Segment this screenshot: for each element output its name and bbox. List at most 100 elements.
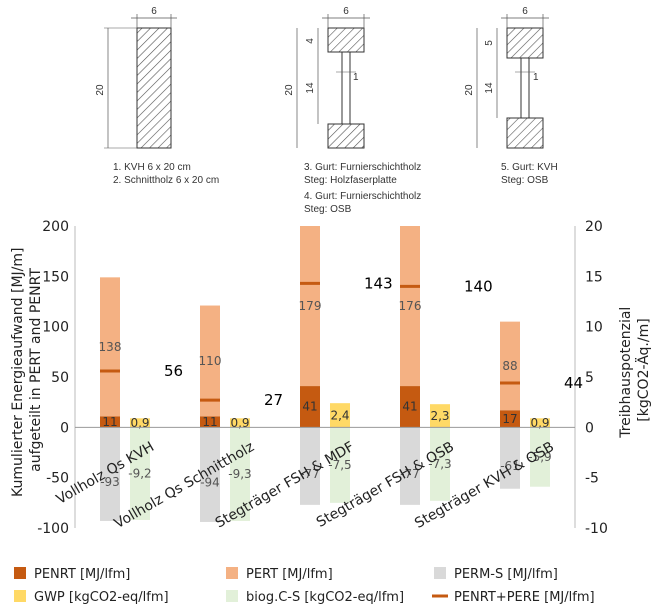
height-label: 20	[95, 84, 106, 96]
height-label: 20	[284, 84, 295, 96]
web-thickness-label: 1	[533, 72, 539, 83]
caption-line: 1. KVH 6 x 20 cm	[113, 162, 191, 173]
data-label-gwp: 0,9	[230, 416, 249, 430]
y2-tick-label: 5	[585, 370, 594, 386]
data-label-biog-c-s: -9,2	[128, 467, 151, 481]
y2-tick-label: -10	[585, 521, 608, 537]
bar-biog-c-s	[430, 427, 450, 501]
data-label-penrt: 11	[102, 415, 117, 429]
legend-label: PENRT+PERE [MJ/lfm]	[454, 590, 595, 605]
data-label-gwp: 2,3	[430, 409, 449, 423]
legend-label: biog.C-S [kgCO2-eq/lfm]	[246, 590, 404, 605]
diagram-solid-beam: 6 20 1. KVH 6 x 20 cm 2. Schnittholz 6 x…	[95, 6, 219, 186]
web-label: 14	[305, 82, 316, 94]
bar-gwp	[130, 418, 150, 428]
bar-gwp	[430, 404, 450, 428]
legend-label: PERT [MJ/lfm]	[246, 567, 333, 582]
bar-pert	[100, 277, 120, 417]
data-label-perm-s: -93	[100, 475, 120, 489]
width-label: 6	[151, 6, 157, 17]
data-label-perm-s: -94	[200, 476, 220, 490]
y2-tick-label: 0	[585, 420, 594, 436]
legend-swatch-gwp	[14, 590, 26, 602]
bar-penrt	[500, 410, 520, 428]
data-label-pert: 176	[399, 299, 422, 313]
caption-line: Steg: OSB	[304, 204, 352, 215]
data-label-perm-s: -77	[300, 467, 320, 481]
data-label-biog-c-s: -9,3	[228, 467, 251, 481]
data-label-sum: 140	[464, 277, 493, 295]
y-tick-label: 100	[42, 320, 69, 336]
caption-line: Steg: OSB	[501, 175, 549, 186]
data-label-penrt: 41	[402, 400, 417, 414]
data-label-sum: 44	[564, 374, 583, 392]
y-tick-label: 50	[51, 370, 69, 386]
legend: PENRT [MJ/lfm] PERT [MJ/lfm] PERM-S [MJ/…	[14, 567, 595, 605]
y2-tick-label: 20	[585, 219, 603, 235]
flange-label: 5	[484, 40, 495, 46]
bar-perm-s	[500, 427, 520, 489]
diagram-i-joist-lvl: 6 20 4 14 1 3. Gurt: Furnierschichtholz …	[284, 6, 421, 215]
bar-biog-c-s	[130, 427, 150, 520]
data-label-penrt: 41	[302, 400, 317, 414]
data-label-sum: 27	[264, 391, 283, 409]
data-label-pert: 110	[199, 354, 222, 368]
bar-biog-c-s	[230, 427, 250, 521]
y2-tick-label: 10	[585, 320, 603, 336]
bottom-flange	[506, 117, 544, 149]
y-tick-label: -100	[37, 521, 69, 537]
bar-pert	[200, 305, 220, 417]
y-axis-title: Kumulierter Energieaufwand [MJ/m] aufget…	[10, 243, 44, 497]
top-flange	[327, 27, 365, 53]
bottom-flange	[327, 123, 365, 149]
bar-perm-s	[100, 427, 120, 521]
bar-biog-c-s	[330, 427, 350, 503]
bar-pert	[400, 226, 420, 387]
bar-gwp	[330, 403, 350, 428]
bar-gwp	[230, 418, 250, 428]
legend-label: GWP [kgCO2-eq/lfm]	[34, 590, 169, 605]
bar-penrt	[100, 416, 120, 428]
bar-penrt	[300, 386, 320, 428]
caption-line: 2. Schnittholz 6 x 20 cm	[113, 175, 219, 186]
data-label-sum: 56	[164, 362, 183, 380]
diagram-i-joist-kvh: 6 20 5 14 1 5. Gurt: KVH Steg: OSB	[464, 6, 558, 186]
legend-swatch-pert	[226, 567, 238, 579]
data-label-perm-s: -77	[400, 467, 420, 481]
bar-pert	[300, 226, 320, 387]
data-label-gwp: 2,4	[330, 408, 349, 422]
legend-swatch-penrt	[14, 567, 26, 579]
web	[520, 57, 530, 119]
data-label-perm-s: -61	[500, 459, 520, 473]
caption-line: 4. Gurt: Furnierschichtholz	[304, 191, 421, 202]
top-flange	[506, 27, 544, 59]
data-label-penrt: 11	[202, 415, 217, 429]
caption-line: 3. Gurt: Furnierschichtholz	[304, 162, 421, 173]
cross-section-diagrams: 6 20 1. KVH 6 x 20 cm 2. Schnittholz 6 x…	[95, 6, 558, 215]
bar-perm-s	[200, 427, 220, 522]
data-label-pert: 138	[99, 340, 122, 354]
legend-label: PENRT [MJ/lfm]	[34, 567, 130, 582]
bar-perm-s	[300, 427, 320, 505]
data-label-sum: 143	[364, 274, 393, 292]
width-label: 6	[343, 6, 349, 17]
legend-label: PERM-S [MJ/lfm]	[454, 567, 558, 582]
data-label-pert: 88	[502, 359, 517, 373]
web-label: 14	[484, 82, 495, 94]
bar-pert	[500, 321, 520, 411]
data-label-penrt: 17	[502, 412, 517, 426]
caption-line: 5. Gurt: KVH	[501, 162, 558, 173]
data-label-gwp: 0,9	[530, 416, 549, 430]
caption-line: Steg: Holzfaserplatte	[304, 175, 397, 186]
web	[341, 51, 351, 125]
solid-beam-section	[136, 27, 172, 149]
data-label-biog-c-s: -5,9	[528, 450, 551, 464]
y-tick-label: -50	[46, 471, 69, 487]
width-label: 6	[522, 6, 528, 17]
bar-biog-c-s	[530, 427, 550, 487]
y-tick-label: 0	[60, 420, 69, 436]
bar-perm-s	[400, 427, 420, 505]
web-thickness-label: 1	[353, 72, 359, 83]
legend-swatch-perm	[434, 567, 446, 579]
